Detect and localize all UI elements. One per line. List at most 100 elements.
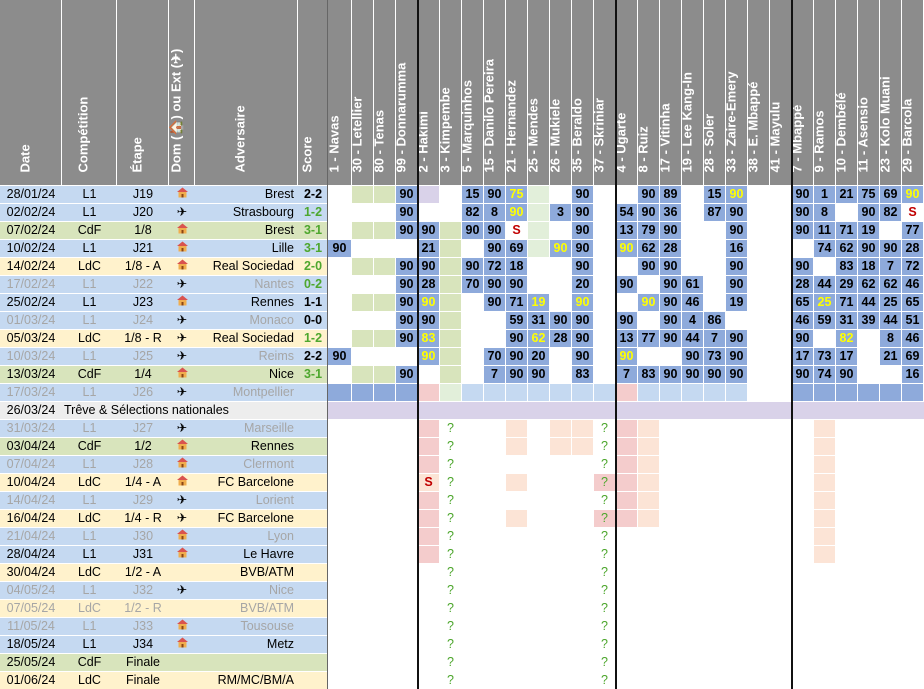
player-header[interactable]: 41 - Mayulu — [767, 0, 791, 185]
player-cell — [814, 258, 835, 275]
player-header[interactable]: 29 - Barcola — [899, 0, 923, 185]
player-header[interactable]: 2 - Hakimi — [415, 0, 439, 185]
player-cell: 90 — [660, 276, 681, 293]
player-cell: 90 — [880, 240, 901, 257]
player-cell — [550, 600, 571, 617]
home-icon — [169, 546, 195, 562]
player-cell — [726, 384, 747, 401]
player-cell — [638, 546, 659, 563]
table-row[interactable] — [0, 582, 328, 599]
player-header[interactable]: 30 - Letellier — [349, 0, 373, 185]
table-row[interactable] — [0, 384, 328, 401]
player-header[interactable]: 33 - Zaire-Emery — [723, 0, 747, 185]
column-stage-header[interactable]: Étape — [117, 0, 168, 185]
player-header[interactable]: 15 - Danilo Pereira — [481, 0, 505, 185]
table-row[interactable] — [0, 420, 328, 437]
player-cell — [770, 420, 791, 437]
player-header[interactable]: 80 - Tenas — [371, 0, 395, 185]
player-header[interactable]: 1 - Navas — [326, 0, 351, 185]
column-opponent-header[interactable]: Adversaire — [195, 0, 297, 185]
player-cell — [858, 438, 879, 455]
player-cell — [328, 672, 351, 689]
table-row[interactable] — [0, 366, 328, 383]
table-row[interactable] — [0, 618, 328, 635]
column-date-header[interactable]: Date — [0, 0, 61, 185]
table-row[interactable] — [0, 564, 328, 581]
player-cell — [528, 618, 549, 635]
row-stage: J25 — [132, 349, 154, 363]
player-cell: 18 — [506, 258, 527, 275]
row-stage: J27 — [132, 421, 154, 435]
table-row[interactable] — [0, 600, 328, 617]
player-cell — [328, 276, 351, 293]
player-cell — [462, 348, 483, 365]
table-row[interactable] — [0, 456, 328, 473]
player-header[interactable]: 21 - Hernandez — [503, 0, 527, 185]
player-cell — [726, 636, 747, 653]
player-header[interactable]: 5 - Marquinhos — [459, 0, 483, 185]
player-cell — [616, 618, 637, 635]
player-header[interactable]: 38 - E. Mbappé — [745, 0, 769, 185]
table-row[interactable] — [0, 258, 328, 275]
table-row[interactable] — [0, 672, 328, 689]
player-header[interactable]: 25 - Mendes — [525, 0, 549, 185]
player-cell — [484, 510, 505, 527]
column-score-header[interactable]: Score — [298, 0, 327, 185]
player-header[interactable]: 11 - Asensio — [855, 0, 879, 185]
table-row[interactable] — [0, 654, 328, 671]
player-header[interactable]: 28 - Soler — [701, 0, 725, 185]
table-row[interactable] — [0, 240, 328, 257]
player-cell — [682, 654, 703, 671]
player-cell: 90 — [726, 330, 747, 347]
table-row[interactable] — [0, 276, 328, 293]
table-row[interactable] — [0, 636, 328, 653]
player-header[interactable]: 9 - Ramos — [811, 0, 835, 185]
player-cell — [328, 456, 351, 473]
player-cell — [616, 258, 637, 275]
player-header[interactable]: 37 - Skriniar — [591, 0, 615, 185]
player-header[interactable]: 8 - Ruiz — [635, 0, 659, 185]
player-header[interactable]: 23 - Kolo Muani — [877, 0, 901, 185]
player-header[interactable]: 19 - Lee Kang-In — [679, 0, 703, 185]
table-row[interactable] — [0, 510, 328, 527]
table-row[interactable] — [0, 546, 328, 563]
home-icon — [169, 636, 195, 652]
table-row[interactable] — [0, 474, 328, 491]
table-row[interactable] — [0, 186, 328, 203]
table-row[interactable] — [0, 492, 328, 509]
table-row[interactable] — [0, 528, 328, 545]
table-row[interactable] — [0, 204, 328, 221]
player-cell: 90 — [616, 240, 637, 257]
player-cell — [770, 528, 791, 545]
table-row[interactable] — [0, 294, 328, 311]
player-cell — [594, 384, 615, 401]
player-cell — [748, 294, 769, 311]
player-cell — [836, 420, 857, 437]
player-header[interactable]: 17 - Vitinha — [657, 0, 681, 185]
column-venue-header[interactable]: Dom (🏠) ou Ext (✈) — [168, 0, 194, 185]
table-row[interactable] — [0, 348, 328, 365]
player-cell: 16 — [726, 240, 747, 257]
player-header[interactable]: 26 - Mukiele — [547, 0, 571, 185]
row-opponent: Nantes — [254, 277, 294, 291]
table-row[interactable] — [0, 330, 328, 347]
player-header[interactable]: 35 - Beraldo — [569, 0, 593, 185]
player-header[interactable]: 4 - Ugarte — [613, 0, 637, 185]
player-cell: ? — [601, 421, 608, 435]
player-cell — [792, 618, 813, 635]
player-header[interactable]: 10 - Dembélé — [833, 0, 857, 185]
row-date: 14/02/24 — [6, 259, 56, 273]
player-header[interactable]: 99 - Donnarumma — [393, 0, 417, 185]
player-cell — [616, 456, 637, 473]
player-cell — [328, 618, 351, 635]
table-row[interactable] — [0, 222, 328, 239]
table-row[interactable] — [0, 402, 328, 419]
table-row[interactable] — [0, 438, 328, 455]
table-row[interactable] — [0, 312, 328, 329]
player-header[interactable]: 7 - Mbappé — [789, 0, 813, 185]
column-competition-header[interactable]: Compétition — [62, 0, 116, 185]
row-opponent: Reims — [258, 349, 294, 363]
player-cell — [858, 330, 879, 347]
player-header[interactable]: 3 - Kimpembe — [437, 0, 461, 185]
player-cell — [352, 654, 373, 671]
